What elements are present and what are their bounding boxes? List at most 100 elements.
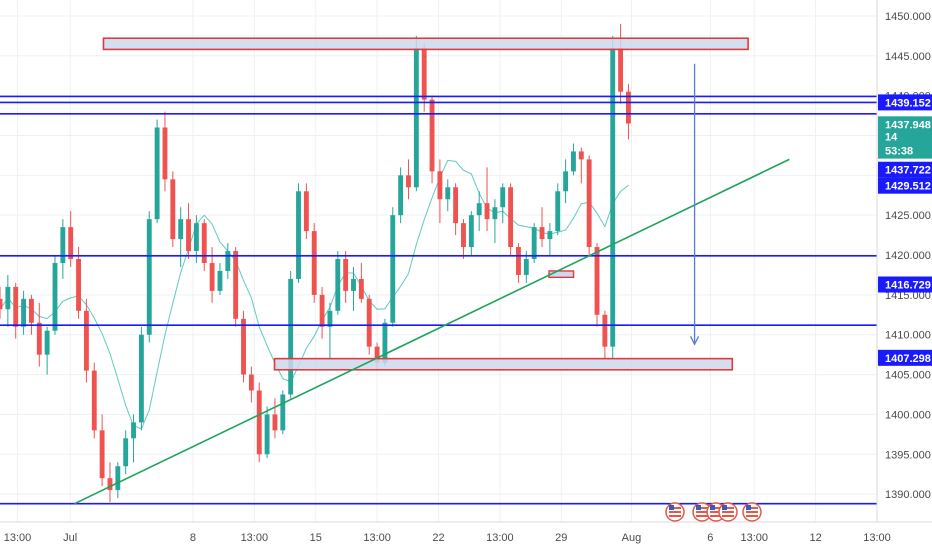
flag-canton	[696, 505, 701, 510]
candle-body	[508, 187, 514, 248]
us-flag-event-icon[interactable]	[692, 502, 712, 522]
candle-body	[233, 251, 239, 319]
candle-body	[531, 227, 537, 260]
annotations	[74, 63, 790, 505]
candlesticks	[0, 23, 631, 503]
candle-body	[382, 322, 388, 363]
price-axis[interactable]: 1390.000 1395.000 1400.000 1405.000 1410.000…	[876, 0, 932, 550]
candle-body	[406, 175, 411, 188]
us-flag-event-icon[interactable]	[742, 502, 762, 522]
price-tag-label: 1407.298	[885, 353, 931, 365]
price-tick-label: 1390.000	[885, 489, 931, 501]
price-tag-bg	[878, 276, 932, 293]
trend-line	[74, 158, 790, 505]
time-tick-label: 6	[707, 532, 713, 544]
price-tag-label: 1439.152	[885, 97, 931, 109]
candle-body	[225, 251, 231, 271]
candle-body	[358, 278, 364, 299]
time-tick-label: 8	[190, 532, 196, 544]
candle-body	[0, 298, 3, 310]
supply-demand-zones	[102, 37, 749, 371]
time-tick-label: Aug	[622, 532, 642, 544]
flag-stripe	[669, 507, 681, 509]
candle-body	[60, 227, 66, 263]
flag-stripe	[696, 511, 708, 513]
candle-body	[437, 171, 443, 200]
flag-stripe	[746, 507, 758, 509]
time-tick-label: 29	[555, 532, 567, 544]
time-tick-label: 13:00	[4, 532, 32, 544]
flag-stripe	[722, 511, 734, 513]
candle-body	[319, 294, 325, 327]
candle-body	[476, 203, 482, 216]
candle-body	[91, 370, 97, 431]
candle-body	[602, 314, 608, 347]
candle-body	[571, 151, 576, 172]
flag-stripe	[710, 507, 722, 509]
candle-body	[610, 47, 616, 347]
candle-body	[248, 374, 254, 391]
price-tag-bg	[878, 128, 932, 145]
candle-body	[594, 247, 600, 315]
price-tag-label: 1416.729	[885, 280, 931, 292]
candle-body	[68, 227, 74, 260]
zone-box	[102, 37, 749, 51]
candle-body	[374, 346, 380, 363]
price-tag-bg	[878, 142, 932, 159]
price-tag-label: 1429.512	[885, 181, 931, 193]
price-tick-label: 1415.000	[885, 290, 931, 302]
time-axis-bg	[0, 522, 932, 550]
event-markers[interactable]	[665, 502, 762, 522]
time-tick-label: 13:00	[363, 532, 391, 544]
candle-body	[201, 223, 207, 263]
price-tag-label: 1437.722	[885, 165, 931, 177]
candle-body	[209, 262, 215, 291]
candle-body	[500, 187, 506, 208]
us-flag-event-icon[interactable]	[665, 502, 685, 522]
candle-body	[351, 278, 356, 291]
flag-stripe	[669, 511, 681, 513]
price-tick-label: 1420.000	[885, 250, 931, 262]
candle-body	[186, 219, 191, 252]
candle-body	[123, 438, 129, 467]
candle-body	[335, 259, 341, 311]
candle-body	[516, 247, 521, 275]
candle-body	[626, 91, 631, 124]
candle-body	[52, 262, 58, 331]
candle-body	[523, 259, 529, 275]
candle-body	[272, 414, 278, 431]
time-axis[interactable]: 13:00 Jul 8 13:00 15 13:00 22 13:00 29 Aug 6 13:00 1…	[0, 521, 932, 550]
candle-body	[468, 215, 474, 248]
candle-body	[563, 171, 569, 192]
candle-body	[366, 298, 372, 347]
candle-body	[13, 286, 19, 327]
candle-body	[343, 259, 349, 291]
candle-body	[413, 47, 419, 188]
candle-body	[217, 270, 223, 291]
candle-body	[28, 298, 34, 323]
time-tick-label: 22	[432, 532, 444, 544]
us-flag-event-icon[interactable]	[718, 502, 738, 522]
candle-body	[131, 422, 136, 439]
candle-body	[21, 298, 27, 327]
candle-body	[421, 47, 427, 100]
candle-body	[162, 127, 168, 180]
candle-body	[44, 330, 50, 355]
price-tag-label: 53:38	[885, 146, 913, 158]
price-tick-label: 1405.000	[885, 370, 931, 382]
candle-body	[264, 414, 270, 455]
candle-body	[618, 47, 624, 92]
flag-stripe	[710, 511, 722, 513]
flag-stripe	[746, 515, 758, 517]
candle-body	[83, 310, 89, 371]
candle-body	[178, 219, 184, 240]
flag-stripe	[710, 515, 722, 517]
flag-stripe	[669, 515, 681, 517]
flag-stripe	[696, 515, 708, 517]
time-tick-label: 13:00	[486, 532, 514, 544]
candle-body	[296, 191, 301, 279]
candle-body	[154, 127, 160, 220]
candle-body	[138, 334, 144, 423]
price-tag-bg	[878, 161, 932, 178]
